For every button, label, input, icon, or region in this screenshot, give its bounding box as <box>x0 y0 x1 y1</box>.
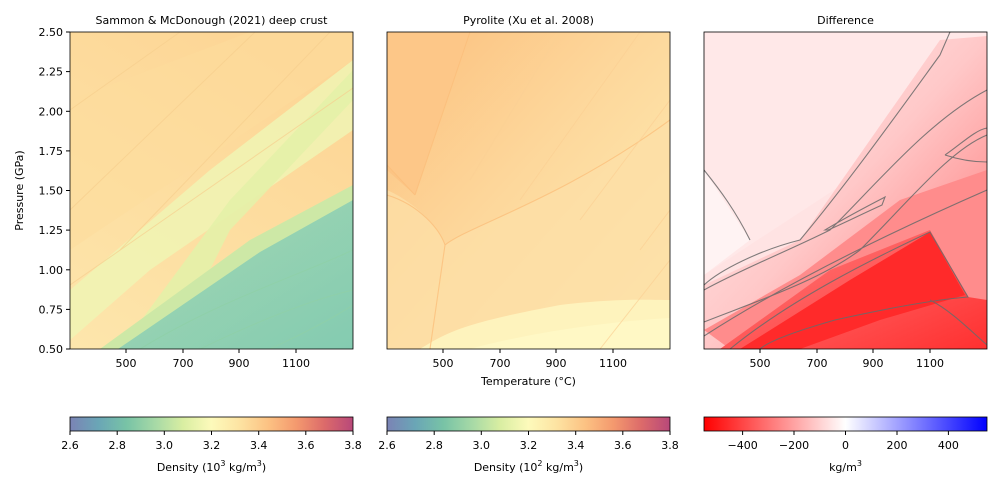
colorbar-1-tick: 2.6 <box>61 439 79 452</box>
panel-2-xtick: 700 <box>490 357 511 370</box>
panel-1-ytick: 0.75 <box>39 303 64 316</box>
panel-1-title: Sammon & McDonough (2021) deep crust <box>96 14 329 27</box>
colorbar-2-tick: 3.4 <box>567 439 585 452</box>
colorbar-1: 2.6 2.8 3.0 3.2 3.4 3.6 3.8 Density (103… <box>61 416 362 474</box>
panel-1: Sammon & McDonough (2021) deep crust 500… <box>13 14 354 370</box>
colorbar-1-tick: 3.8 <box>344 439 362 452</box>
colorbar-1-tick: 3.4 <box>250 439 268 452</box>
panel-1-ytick: 1.50 <box>39 185 64 198</box>
panel-3-xtick: 1100 <box>916 357 944 370</box>
colorbar-2-tick: 3.6 <box>614 439 632 452</box>
colorbar-2-tick: 3.0 <box>473 439 491 452</box>
panel-2-title: Pyrolite (Xu et al. 2008) <box>463 14 594 27</box>
panel-3-xtick: 500 <box>750 357 771 370</box>
panel-1-ytick: 2.00 <box>39 105 64 118</box>
panel-3-title: Difference <box>817 14 874 27</box>
panel-3-field <box>704 32 987 349</box>
panel-2-xtick: 1100 <box>599 357 627 370</box>
panel-3: Difference 500 700 900 1100 <box>703 14 988 370</box>
panel-1-field <box>70 32 353 349</box>
panel-1-ylabel: Pressure (GPa) <box>13 150 26 230</box>
colorbar-2-label: Density (102 kg/m3) <box>474 459 583 474</box>
panel-2-xtick: 900 <box>546 357 567 370</box>
colorbar-2-tick: 3.2 <box>520 439 538 452</box>
colorbar-3: −400 −200 0 200 400 kg/m3 <box>703 416 988 474</box>
colorbar-2-tick: 3.8 <box>661 439 679 452</box>
panel-1-ytick: 1.25 <box>39 224 64 237</box>
panel-1-ytick: 1.00 <box>39 264 64 277</box>
panel-1-xtick: 1100 <box>282 357 310 370</box>
panel-1-ytick: 0.50 <box>39 343 64 356</box>
colorbar-3-tick: 200 <box>887 439 908 452</box>
panel-1-x-ticks: 500 700 900 1100 <box>116 349 310 370</box>
panel-1-xtick: 500 <box>116 357 137 370</box>
colorbar-3-tick: 400 <box>938 439 959 452</box>
colorbar-3-label: kg/m3 <box>829 459 862 474</box>
panel-1-xtick: 700 <box>173 357 194 370</box>
panel-2-field <box>387 32 670 349</box>
panel-3-xtick: 900 <box>863 357 884 370</box>
colorbar-1-tick: 2.8 <box>108 439 126 452</box>
panel-3-xtick: 700 <box>807 357 828 370</box>
colorbar-3-tick: 0 <box>842 439 849 452</box>
colorbar-2: 2.6 2.8 3.0 3.2 3.4 3.6 3.8 Density (102… <box>378 416 679 474</box>
panel-1-y-ticks: 0.50 0.75 1.00 1.25 1.50 1.75 2.00 2.25 … <box>39 26 70 356</box>
panel-1-ytick: 2.25 <box>39 66 64 79</box>
panel-2: Pyrolite (Xu et al. 2008) 500 700 900 11… <box>386 14 671 388</box>
panel-2-xlabel: Temperature (°C) <box>480 375 576 388</box>
colorbar-3-tick: −400 <box>727 439 757 452</box>
panel-2-xtick: 500 <box>433 357 454 370</box>
panel-1-xtick: 900 <box>229 357 250 370</box>
panel-2-x-ticks: 500 700 900 1100 <box>433 349 627 370</box>
panel-1-ytick: 1.75 <box>39 145 64 158</box>
colorbar-2-tick: 2.8 <box>425 439 443 452</box>
panel-1-ytick: 2.50 <box>39 26 64 39</box>
colorbar-1-tick: 3.0 <box>156 439 174 452</box>
colorbar-1-tick: 3.6 <box>297 439 315 452</box>
panel-3-x-ticks: 500 700 900 1100 <box>750 349 944 370</box>
colorbar-1-tick: 3.2 <box>203 439 221 452</box>
colorbar-2-tick: 2.6 <box>378 439 396 452</box>
colorbar-1-label: Density (103 kg/m3) <box>157 459 266 474</box>
colorbar-3-tick: −200 <box>779 439 809 452</box>
